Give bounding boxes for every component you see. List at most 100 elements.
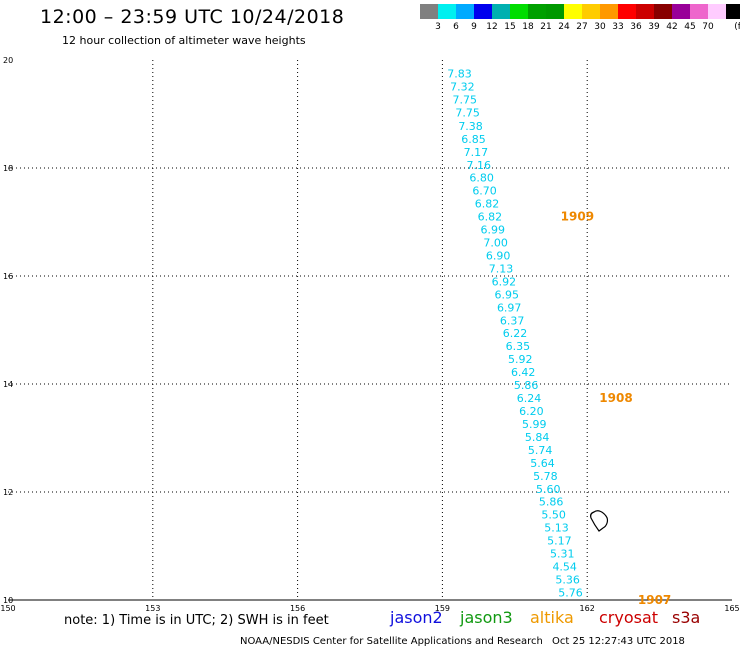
lon-tick-label: 162 <box>580 604 595 613</box>
color-swatch <box>582 4 600 19</box>
legend-jason2: jason2 <box>390 608 443 627</box>
swh-value-label: 6.37 <box>500 314 525 327</box>
swh-value-label: 6.92 <box>492 275 516 288</box>
legend-cryosat: cryosat <box>599 608 659 627</box>
swh-value-label: 6.82 <box>475 198 500 211</box>
map-subtitle: 12 hour collection of altimeter wave hei… <box>62 34 306 47</box>
color-scale-label: 39 <box>648 22 660 32</box>
lon-tick-label: 165 <box>724 604 739 613</box>
lat-tick-label: 16 <box>3 272 13 281</box>
color-swatch <box>726 4 740 19</box>
lon-tick-label: 153 <box>145 604 160 613</box>
color-swatch <box>636 4 654 19</box>
color-scale-label: 33 <box>612 22 624 32</box>
swh-value-label: 5.86 <box>514 379 539 392</box>
note-text: note: 1) Time is in UTC; 2) SWH is in fe… <box>64 613 329 628</box>
swh-value-label: 5.74 <box>528 444 553 457</box>
lat-tick-label: 14 <box>3 380 13 389</box>
pass-time-label: 1907 <box>638 593 671 607</box>
color-scale-label: 30 <box>594 22 606 32</box>
color-scale-label: 70 <box>702 22 714 32</box>
color-swatch <box>618 4 636 19</box>
color-swatch <box>510 4 528 19</box>
color-swatch <box>474 4 492 19</box>
color-swatch <box>492 4 510 19</box>
color-swatch <box>456 4 474 19</box>
swh-value-label: 7.00 <box>483 237 508 250</box>
swh-value-label: 5.36 <box>555 573 580 586</box>
color-swatch <box>690 4 708 19</box>
color-swatch <box>708 4 726 19</box>
swh-value-label: 6.82 <box>478 211 503 224</box>
pass-time-label: 1909 <box>561 210 594 224</box>
swh-value-label: 6.95 <box>495 288 520 301</box>
swh-value-label: 5.64 <box>530 457 555 470</box>
color-scale-unit: (ft) <box>734 22 740 32</box>
swh-value-label: 7.16 <box>467 159 492 172</box>
swh-value-label: 5.99 <box>522 418 547 431</box>
swh-value-label: 6.70 <box>472 185 497 198</box>
color-scale-label: 36 <box>630 22 642 32</box>
swh-value-label: 6.90 <box>486 249 511 262</box>
swh-value-label: 7.75 <box>455 106 480 119</box>
legend-s3a: s3a <box>672 608 701 627</box>
color-swatch <box>654 4 672 19</box>
swh-value-labels: 7.837.327.757.757.386.857.177.166.806.70… <box>447 68 583 600</box>
generation-timestamp: Oct 25 12:27:43 UTC 2018 <box>552 636 685 647</box>
color-scale-label: 45 <box>684 22 696 32</box>
color-scale-label: 3 <box>435 22 441 32</box>
color-scale-label: 27 <box>576 22 588 32</box>
color-swatch <box>438 4 456 19</box>
swh-value-label: 5.84 <box>525 431 550 444</box>
color-swatch <box>600 4 618 19</box>
swh-value-label: 6.99 <box>481 224 506 237</box>
lat-tick-label: 18 <box>3 164 13 173</box>
swh-value-label: 5.17 <box>547 535 572 548</box>
island-coastline <box>590 510 609 532</box>
swh-value-label: 4.54 <box>552 561 577 574</box>
pass-time-label: 1908 <box>599 391 632 405</box>
swh-value-label: 6.22 <box>503 327 528 340</box>
color-scale-label: 12 <box>486 22 498 32</box>
swh-value-label: 6.42 <box>511 366 536 379</box>
swh-value-label: 5.86 <box>539 496 564 509</box>
swh-value-label: 6.35 <box>506 340 531 353</box>
credit-text: NOAA/NESDIS Center for Satellite Applica… <box>240 636 543 647</box>
tick-labels: 150 153 156 159 162 165 10 12 14 16 18 20 <box>0 56 739 613</box>
swh-value-label: 6.97 <box>497 301 522 314</box>
swh-value-label: 5.50 <box>541 509 566 522</box>
swh-value-label: 7.32 <box>450 80 475 93</box>
swh-value-label: 5.60 <box>536 483 561 496</box>
lat-tick-label: 10 <box>3 596 13 605</box>
color-scale-label: 18 <box>522 22 534 32</box>
color-swatch <box>420 4 438 19</box>
swh-value-label: 7.83 <box>447 68 472 81</box>
swh-value-label: 5.13 <box>544 522 569 535</box>
swh-value-label: 6.20 <box>519 405 544 418</box>
swh-value-label: 5.31 <box>550 548 575 561</box>
swh-value-label: 6.85 <box>461 133 486 146</box>
swh-value-label: 7.38 <box>458 120 483 133</box>
lon-tick-label: 156 <box>290 604 305 613</box>
color-scale-label: 9 <box>471 22 477 32</box>
graticule-grid <box>8 60 732 600</box>
legend-jason3: jason3 <box>460 608 513 627</box>
swh-value-label: 5.78 <box>533 470 558 483</box>
color-scale-label: 24 <box>558 22 570 32</box>
color-scale-label: 6 <box>453 22 459 32</box>
color-scale-label: 21 <box>540 22 552 32</box>
pass-time-labels: 1909 1908 1907 <box>561 210 672 607</box>
color-swatch <box>672 4 690 19</box>
map-title: 12:00 – 23:59 UTC 10/24/2018 <box>40 6 345 28</box>
color-swatch <box>546 4 564 19</box>
legend-altika: altika <box>530 608 574 627</box>
color-swatch <box>564 4 582 19</box>
lat-tick-label: 20 <box>3 56 13 65</box>
swh-value-label: 6.80 <box>469 172 494 185</box>
swh-value-label: 5.92 <box>508 353 533 366</box>
swh-value-label: 7.13 <box>489 262 513 275</box>
lon-tick-label: 150 <box>0 604 15 613</box>
swh-value-label: 6.24 <box>517 392 542 405</box>
swh-value-label: 7.75 <box>453 93 478 106</box>
